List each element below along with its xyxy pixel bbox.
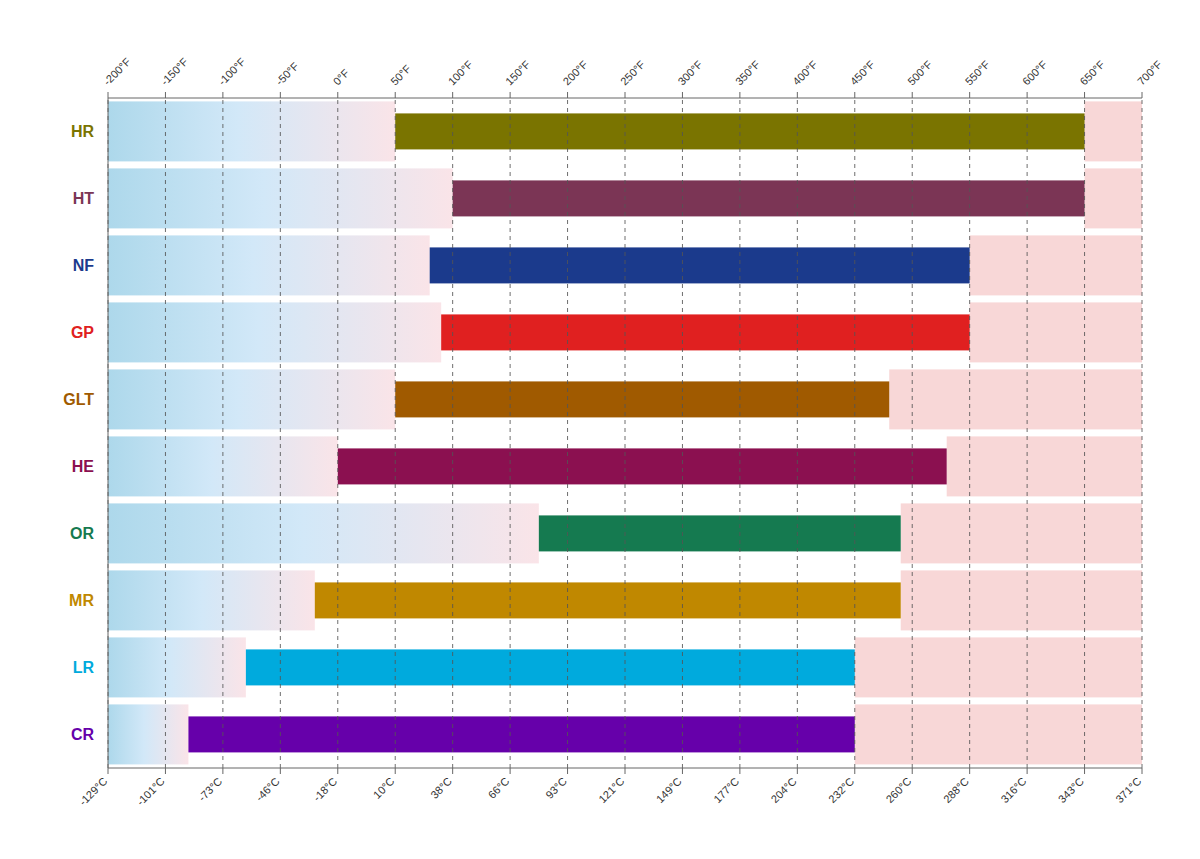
svg-text:121°C: 121°C <box>596 775 626 805</box>
svg-text:MR: MR <box>69 592 94 609</box>
svg-text:600°F: 600°F <box>1020 58 1050 88</box>
svg-text:CR: CR <box>71 726 95 743</box>
svg-text:HT: HT <box>73 190 95 207</box>
svg-text:OR: OR <box>70 525 94 542</box>
svg-text:NF: NF <box>73 257 95 274</box>
svg-text:316°C: 316°C <box>998 775 1028 805</box>
svg-text:650°F: 650°F <box>1077 58 1107 88</box>
svg-text:500°F: 500°F <box>905 58 935 88</box>
svg-text:250°F: 250°F <box>618 58 648 88</box>
svg-text:-101°C: -101°C <box>134 775 167 808</box>
svg-text:260°C: 260°C <box>883 775 913 805</box>
svg-text:232°C: 232°C <box>826 775 856 805</box>
svg-text:GLT: GLT <box>63 391 94 408</box>
svg-text:300°F: 300°F <box>675 58 705 88</box>
svg-text:400°F: 400°F <box>790 58 820 88</box>
svg-text:200°F: 200°F <box>560 58 590 88</box>
svg-text:149°C: 149°C <box>654 775 684 805</box>
svg-text:204°C: 204°C <box>769 775 799 805</box>
svg-text:HR: HR <box>71 123 95 140</box>
svg-text:350°F: 350°F <box>733 58 763 88</box>
svg-text:-46°C: -46°C <box>253 775 281 803</box>
svg-text:-73°C: -73°C <box>196 775 224 803</box>
svg-text:-50°F: -50°F <box>273 60 301 88</box>
svg-text:-129°C: -129°C <box>77 775 110 808</box>
svg-text:343°C: 343°C <box>1056 775 1086 805</box>
svg-text:GP: GP <box>71 324 94 341</box>
svg-text:100°F: 100°F <box>446 58 476 88</box>
svg-text:288°C: 288°C <box>941 775 971 805</box>
svg-text:66°C: 66°C <box>486 775 512 801</box>
svg-text:HE: HE <box>72 458 95 475</box>
svg-text:-100°F: -100°F <box>216 55 248 87</box>
svg-text:550°F: 550°F <box>963 58 993 88</box>
svg-text:0°F: 0°F <box>331 67 352 88</box>
svg-text:150°F: 150°F <box>503 58 533 88</box>
svg-text:50°F: 50°F <box>388 62 413 87</box>
svg-text:38°C: 38°C <box>428 775 454 801</box>
svg-text:-150°F: -150°F <box>158 55 190 87</box>
svg-text:700°F: 700°F <box>1135 58 1165 88</box>
svg-text:LR: LR <box>73 659 95 676</box>
svg-text:-18°C: -18°C <box>311 775 339 803</box>
svg-text:10°C: 10°C <box>371 775 397 801</box>
svg-text:450°F: 450°F <box>848 58 878 88</box>
svg-text:-200°F: -200°F <box>101 55 133 87</box>
svg-text:93°C: 93°C <box>543 775 569 801</box>
svg-text:177°C: 177°C <box>711 775 741 805</box>
svg-text:371°C: 371°C <box>1113 775 1143 805</box>
